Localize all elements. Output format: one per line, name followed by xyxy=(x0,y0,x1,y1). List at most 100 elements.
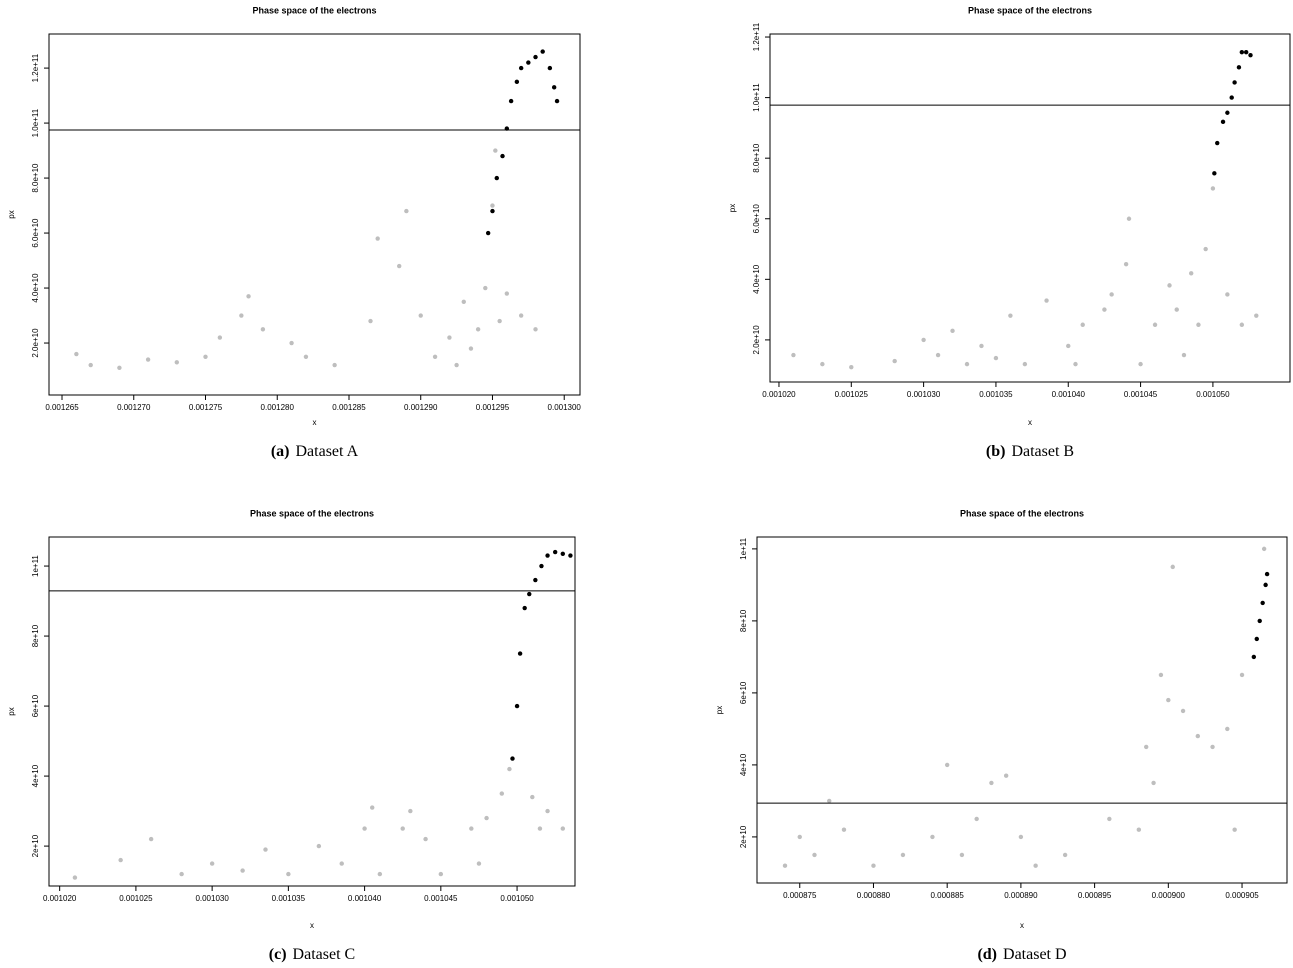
x-tick-label: 0.000885 xyxy=(930,891,964,900)
point xyxy=(545,553,550,558)
x-tick-label: 0.001285 xyxy=(332,403,366,412)
x-tick-label: 0.001020 xyxy=(43,894,77,903)
x-axis-label: x xyxy=(310,921,314,930)
x-tick-label: 0.001040 xyxy=(348,894,382,903)
point xyxy=(782,863,788,868)
y-tick-label: 6e+10 xyxy=(31,694,40,717)
point xyxy=(1044,298,1049,303)
point xyxy=(1236,65,1242,70)
caption-text: Dataset C xyxy=(293,946,356,963)
point xyxy=(1018,834,1024,840)
y-tick-label: 6e+10 xyxy=(739,681,748,704)
point xyxy=(1180,708,1186,714)
y-tick-label: 8.0e+10 xyxy=(31,163,40,193)
point xyxy=(547,65,553,71)
point xyxy=(1080,322,1085,327)
point xyxy=(1151,780,1156,786)
point xyxy=(892,358,897,364)
x-tick-label: 0.000895 xyxy=(1078,891,1112,900)
point xyxy=(1239,322,1245,327)
point xyxy=(944,762,950,768)
point xyxy=(476,861,482,866)
x-tick-label: 0.001045 xyxy=(424,894,458,903)
point xyxy=(179,871,184,877)
point xyxy=(1225,110,1230,115)
point xyxy=(1152,322,1158,327)
y-tick-label: 2.0e+10 xyxy=(31,328,40,358)
y-tick-label: 1e+11 xyxy=(739,537,748,559)
caption-text: Dataset A xyxy=(296,443,359,460)
point xyxy=(499,791,505,796)
point xyxy=(1073,361,1078,367)
point xyxy=(510,756,515,761)
y-axis-label: px xyxy=(715,706,724,714)
x-axis-label: x xyxy=(1028,418,1032,427)
point xyxy=(539,563,544,569)
x-tick-label: 0.000900 xyxy=(1152,891,1186,900)
y-tick-label: 4e+10 xyxy=(31,764,40,787)
point xyxy=(497,318,502,324)
y-tick-label: 2.0e+10 xyxy=(752,325,761,355)
point xyxy=(514,79,520,85)
point xyxy=(117,365,122,370)
y-tick-label: 1.0e+11 xyxy=(752,83,761,112)
point xyxy=(1261,546,1267,552)
x-axis-label: x xyxy=(313,418,317,427)
point xyxy=(518,313,524,318)
point xyxy=(432,354,438,359)
caption-label: (d) xyxy=(977,946,997,963)
point xyxy=(1263,582,1268,588)
point xyxy=(1123,261,1129,267)
point xyxy=(468,346,474,351)
point xyxy=(1158,672,1164,678)
point xyxy=(1232,80,1237,85)
x-tick-label: 0.000875 xyxy=(783,891,817,900)
point xyxy=(418,313,423,318)
point xyxy=(514,703,520,709)
point xyxy=(1196,322,1201,327)
point xyxy=(1232,827,1237,832)
point xyxy=(203,354,208,359)
caption: (c) Dataset C xyxy=(269,946,355,963)
x-tick-label: 0.001275 xyxy=(189,403,223,412)
point xyxy=(246,294,251,299)
point xyxy=(1189,271,1194,276)
point xyxy=(316,843,322,849)
x-tick-label: 0.001035 xyxy=(272,894,306,903)
point xyxy=(217,335,223,340)
point xyxy=(286,871,291,877)
point xyxy=(88,362,93,368)
x-tick-label: 0.001050 xyxy=(1196,390,1230,399)
point xyxy=(209,861,215,866)
chart-title: Phase space of the electrons xyxy=(968,5,1092,15)
point xyxy=(1248,53,1253,58)
point xyxy=(1215,140,1220,146)
point xyxy=(533,577,538,583)
x-tick-label: 0.001040 xyxy=(1052,390,1086,399)
caption-text: Dataset B xyxy=(1011,443,1074,460)
x-tick-label: 0.001025 xyxy=(119,894,153,903)
point xyxy=(362,826,367,831)
point xyxy=(1203,246,1208,252)
point xyxy=(554,98,560,104)
point xyxy=(1260,600,1265,606)
point xyxy=(1062,852,1068,858)
point xyxy=(533,54,538,60)
point xyxy=(959,852,965,858)
point xyxy=(1033,863,1038,868)
point xyxy=(240,868,245,873)
y-tick-label: 1e+11 xyxy=(31,555,40,577)
plot-frame xyxy=(769,33,1291,383)
point xyxy=(375,236,380,241)
point xyxy=(423,836,428,842)
y-tick-label: 8e+10 xyxy=(739,609,748,632)
point xyxy=(930,834,935,840)
y-tick-label: 8e+10 xyxy=(31,624,40,647)
point xyxy=(935,352,941,358)
x-tick-label: 0.001300 xyxy=(548,403,582,412)
point xyxy=(475,327,481,332)
point xyxy=(1210,744,1215,750)
point xyxy=(438,871,444,877)
x-tick-label: 0.001030 xyxy=(195,894,229,903)
